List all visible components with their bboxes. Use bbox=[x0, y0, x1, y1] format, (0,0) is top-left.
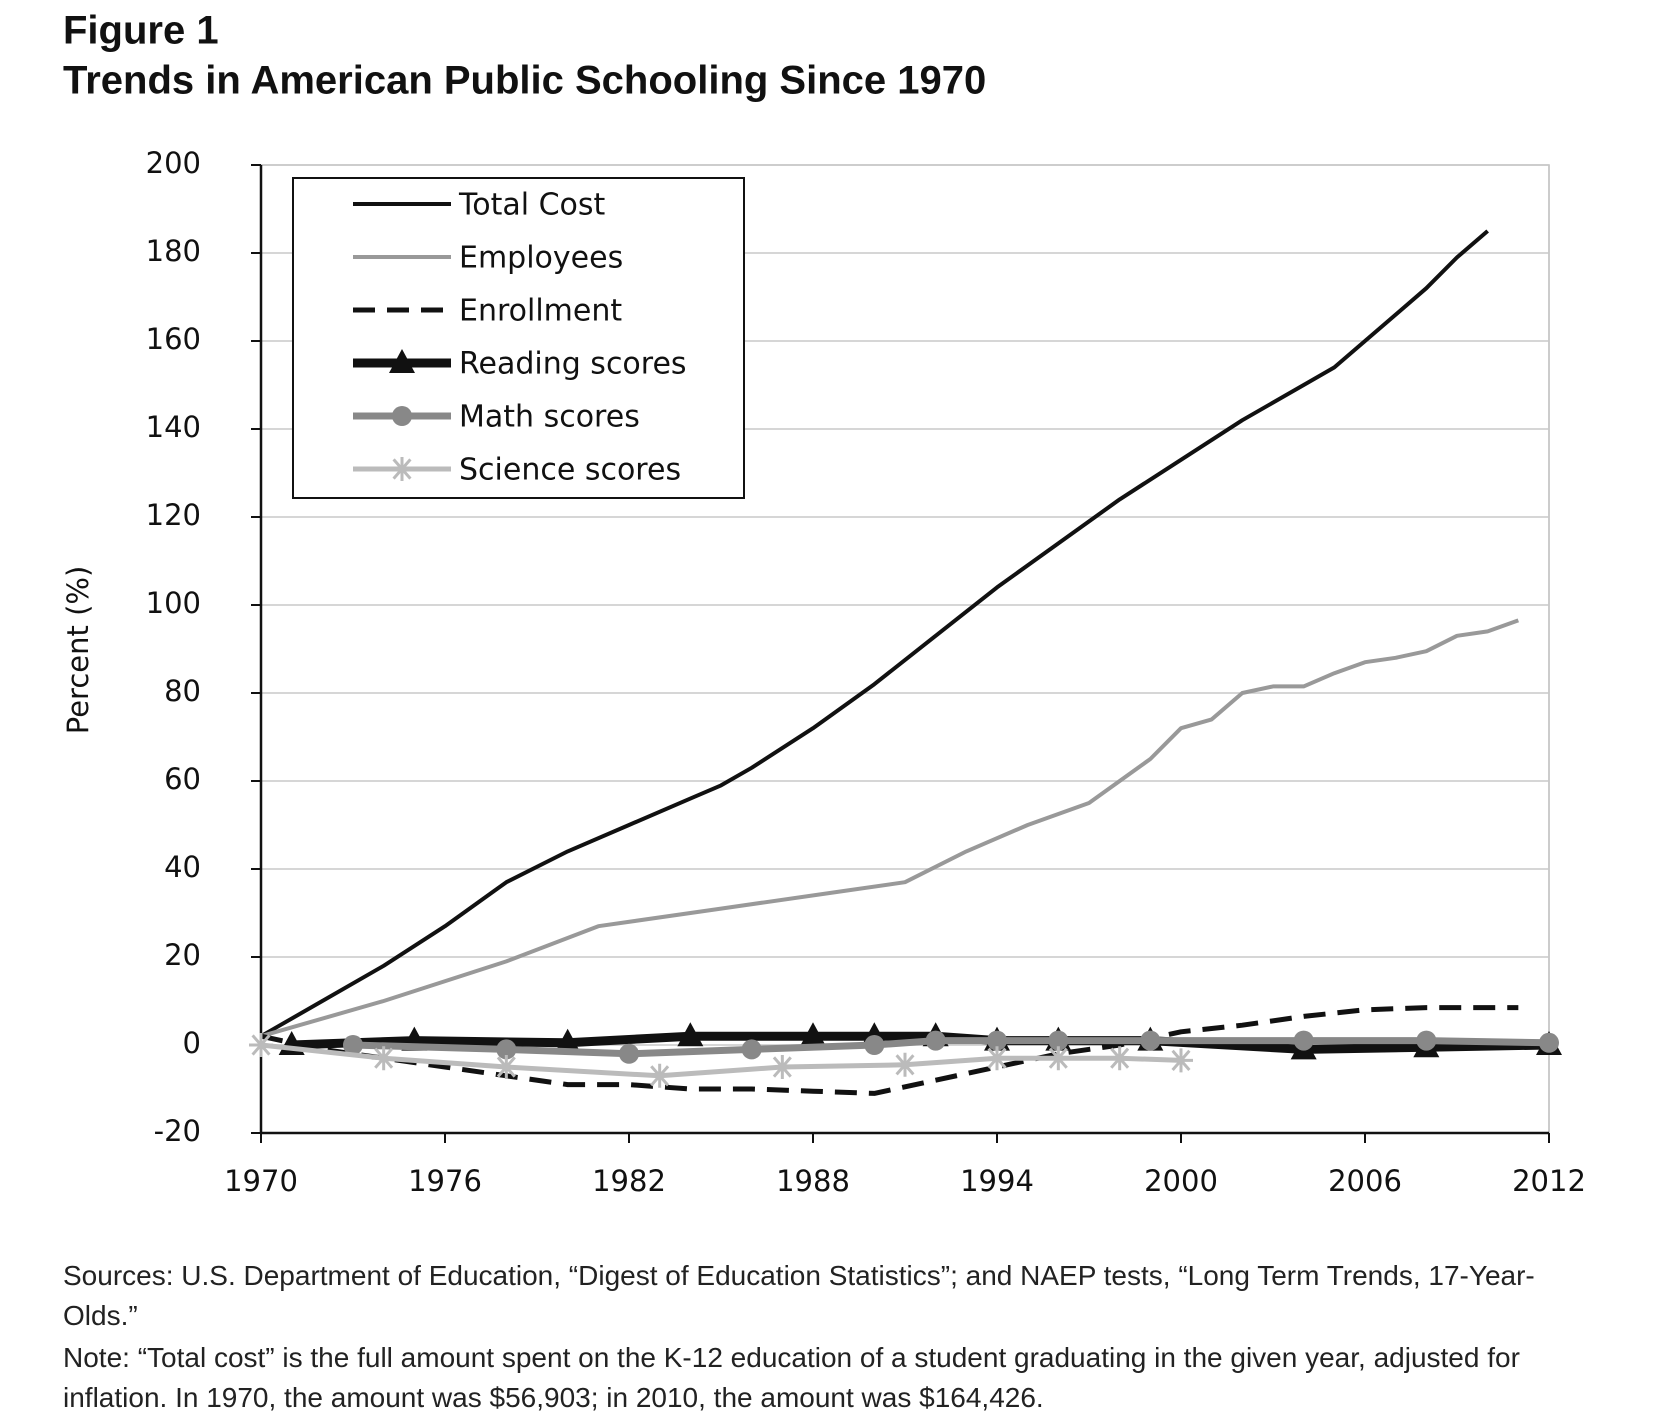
marker-triangle bbox=[554, 1028, 581, 1053]
y-tick-label: -20 bbox=[154, 1114, 201, 1148]
legend-label: Total Cost bbox=[458, 188, 606, 223]
marker-circle bbox=[1293, 1030, 1314, 1051]
marker-asterisk bbox=[770, 1055, 795, 1079]
series-line bbox=[260, 229, 1489, 1038]
marker-circle bbox=[1539, 1032, 1559, 1053]
sources: Sources: U.S. Department of Education, “… bbox=[63, 1260, 1535, 1331]
y-tick-label: 20 bbox=[164, 938, 201, 972]
marker-asterisk bbox=[249, 1033, 273, 1057]
x-tick-label: 1994 bbox=[960, 1164, 1034, 1198]
x-tick-label: 1970 bbox=[224, 1164, 298, 1198]
y-tick-label: 200 bbox=[146, 146, 201, 180]
x-tick-label: 1982 bbox=[592, 1164, 666, 1198]
y-tick-label: 160 bbox=[146, 322, 201, 356]
series-line bbox=[260, 1042, 1182, 1079]
legend-label: Math scores bbox=[459, 400, 640, 435]
figure-label: Figure 1 bbox=[63, 9, 219, 53]
x-tick-label: 2000 bbox=[1144, 1164, 1218, 1198]
x-tick-label: 1976 bbox=[408, 1164, 482, 1198]
legend-label: Reading scores bbox=[459, 347, 687, 382]
y-tick-label: 60 bbox=[164, 762, 201, 796]
y-axis-label: Percent (%) bbox=[61, 566, 95, 735]
marker-circle bbox=[1048, 1030, 1069, 1051]
marker-asterisk bbox=[893, 1052, 917, 1077]
y-tick-label: 0 bbox=[183, 1026, 201, 1060]
x-tick-label: 2012 bbox=[1512, 1164, 1586, 1198]
marker-asterisk bbox=[390, 457, 414, 481]
marker-circle bbox=[619, 1043, 639, 1064]
marker-asterisk bbox=[985, 1046, 1009, 1071]
marker-asterisk bbox=[1169, 1048, 1193, 1073]
series-line bbox=[260, 1005, 1519, 1096]
marker-circle bbox=[1416, 1030, 1437, 1051]
legend-box bbox=[292, 177, 745, 499]
marker-circle bbox=[741, 1039, 762, 1060]
marker-circle bbox=[496, 1039, 517, 1060]
y-tick-label: 140 bbox=[146, 410, 201, 444]
marker-asterisk bbox=[371, 1046, 396, 1071]
marker-asterisk bbox=[1046, 1046, 1071, 1071]
y-tick-label: 180 bbox=[146, 234, 201, 268]
marker-circle bbox=[925, 1030, 946, 1051]
y-tick-label: 120 bbox=[146, 498, 201, 532]
marker-triangle bbox=[677, 1022, 704, 1047]
series-line bbox=[260, 618, 1520, 1039]
x-tick-label: 1988 bbox=[776, 1164, 850, 1198]
y-tick-label: 40 bbox=[164, 850, 201, 884]
marker-triangle bbox=[800, 1022, 826, 1047]
marker-asterisk bbox=[1107, 1046, 1132, 1071]
legend-label: Employees bbox=[459, 241, 623, 276]
chart: Figure 1 Trends in American Public Schoo… bbox=[61, 9, 1586, 1198]
y-tick-label: 100 bbox=[146, 586, 201, 620]
marker-circle bbox=[343, 1035, 363, 1055]
marker-asterisk bbox=[494, 1055, 519, 1079]
marker-circle bbox=[1140, 1030, 1161, 1051]
marker-triangle bbox=[389, 349, 415, 373]
note: Note: “Total cost” is the full amount sp… bbox=[63, 1342, 1520, 1413]
y-tick-label: 80 bbox=[164, 674, 201, 708]
marker-circle bbox=[987, 1030, 1007, 1051]
chart-title: Trends in American Public Schooling Sinc… bbox=[63, 59, 986, 103]
series-line bbox=[352, 1037, 1550, 1058]
legend-label: Enrollment bbox=[459, 294, 622, 329]
x-tick-label: 2006 bbox=[1328, 1164, 1402, 1198]
marker-circle bbox=[392, 406, 412, 426]
legend-label: Science scores bbox=[459, 453, 681, 488]
marker-circle bbox=[864, 1035, 885, 1055]
marker-asterisk bbox=[647, 1063, 672, 1088]
